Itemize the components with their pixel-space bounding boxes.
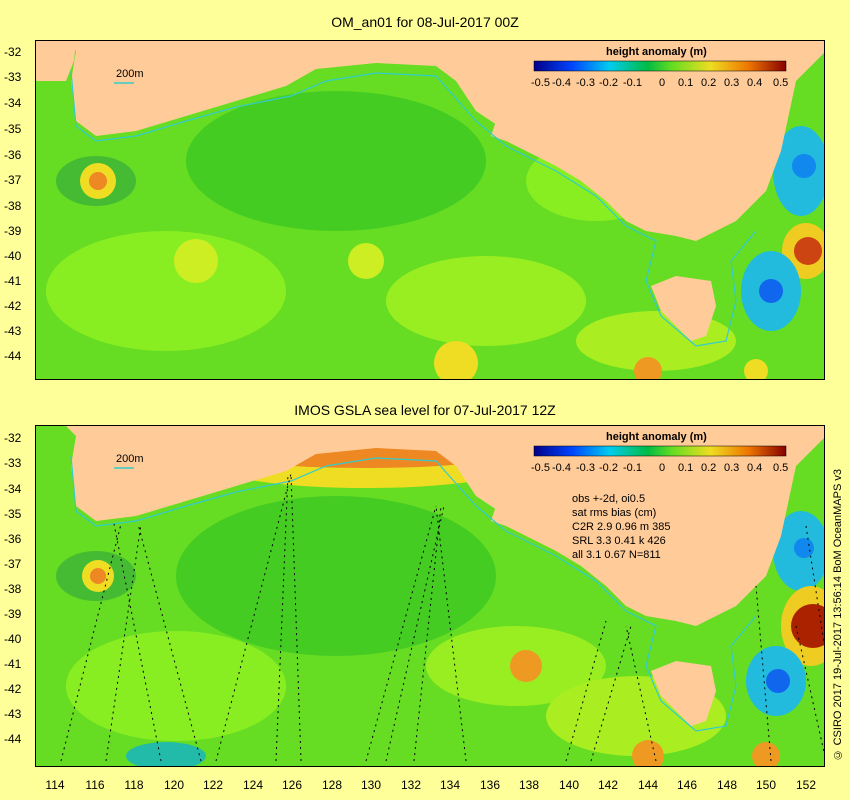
lat-label: -44 <box>4 349 22 363</box>
stats-line: C2R 2.9 0.96 m 385 <box>572 521 670 533</box>
lat-label: -32 <box>4 45 22 59</box>
lon-label: 132 <box>400 778 422 792</box>
lon-label: 134 <box>439 778 461 792</box>
colorbar-tick: -0.5 <box>531 462 550 474</box>
lon-label: 116 <box>85 778 105 792</box>
colorbar-tick: 0.3 <box>724 77 739 89</box>
colorbar: height anomaly (m) -0.5 -0.4 -0.3 <box>531 46 788 89</box>
lat-label: -39 <box>4 224 22 238</box>
anomaly-low-east-1 <box>792 154 816 178</box>
lon-label: 142 <box>597 778 619 792</box>
map1-panel[interactable]: 200m height anomaly (m) -0.5 -0.4 <box>35 40 825 380</box>
colorbar-tick: -0.2 <box>599 77 618 89</box>
lon-label: 140 <box>558 778 580 792</box>
lon-label: 146 <box>676 778 698 792</box>
lat-label: -34 <box>4 96 22 110</box>
lat-label: -44 <box>4 732 22 746</box>
anomaly-field <box>46 91 824 379</box>
lat-label: -32 <box>4 431 22 445</box>
lat-label: -42 <box>4 682 22 696</box>
colorbar-tick: -0.3 <box>576 462 595 474</box>
colorbar-tick: -0.2 <box>599 462 618 474</box>
lat-label: -43 <box>4 707 22 721</box>
stats-line: obs +-2d, oi0.5 <box>572 493 645 505</box>
scale-label: 200m <box>116 68 144 80</box>
isobath-200m <box>70 455 757 732</box>
satellite-tracks <box>60 473 824 762</box>
lon-label: 144 <box>637 778 659 792</box>
lat-label: -33 <box>4 456 22 470</box>
lat-label: -40 <box>4 632 22 646</box>
anomaly-high-east <box>794 237 822 265</box>
colorbar-tick: -0.4 <box>552 462 571 474</box>
lat-label: -41 <box>4 657 22 671</box>
colorbar-title: height anomaly (m) <box>606 431 707 443</box>
lon-label: 152 <box>795 778 817 792</box>
colorbar-tick: 0.2 <box>701 77 716 89</box>
lat-label: -39 <box>4 607 22 621</box>
lon-label: 124 <box>242 778 264 792</box>
lat-label: -41 <box>4 274 22 288</box>
lat-label: -38 <box>4 582 22 596</box>
colorbar: height anomaly (m) -0.5 -0.4 -0.3 -0.2 -… <box>531 431 788 474</box>
colorbar-tick: 0.4 <box>747 462 762 474</box>
lat-label: -36 <box>4 532 22 546</box>
colorbar-tick: 0 <box>659 77 665 89</box>
lat-label: -35 <box>4 507 22 521</box>
lat-label: -35 <box>4 122 22 136</box>
colorbar-tick: 0.5 <box>773 462 788 474</box>
lon-label: 130 <box>360 778 382 792</box>
lat-label: -40 <box>4 249 22 263</box>
stats-line: SRL 3.3 0.41 k 426 <box>572 535 666 547</box>
lon-label: 126 <box>281 778 303 792</box>
land-australia <box>36 41 824 341</box>
statistics-block: obs +-2d, oi0.5 sat rms bias (cm) C2R 2.… <box>572 493 670 561</box>
colorbar-tick: -0.1 <box>623 462 642 474</box>
lat-label: -38 <box>4 199 22 213</box>
lon-label: 138 <box>518 778 540 792</box>
colorbar-tick: 0.1 <box>678 77 693 89</box>
map1-title: OM_an01 for 08-Jul-2017 00Z <box>331 14 519 30</box>
lat-label: -37 <box>4 557 22 571</box>
colorbar-tick: -0.5 <box>531 77 550 89</box>
land-australia <box>36 426 824 726</box>
isobath-200m <box>70 70 757 347</box>
colorbar-tick: 0.3 <box>724 462 739 474</box>
colorbar-tick: 0.5 <box>773 77 788 89</box>
map2-title: IMOS GSLA sea level for 07-Jul-2017 12Z <box>294 402 556 418</box>
lat-label: -34 <box>4 482 22 496</box>
lon-label: 120 <box>163 778 185 792</box>
colorbar-tick: -0.3 <box>576 77 595 89</box>
lat-label: -37 <box>4 173 22 187</box>
scale-label: 200m <box>116 453 144 465</box>
lat-label: -33 <box>4 70 22 84</box>
stats-line: all 3.1 0.67 N=811 <box>572 549 661 561</box>
lon-label: 136 <box>479 778 501 792</box>
lat-label: -36 <box>4 148 22 162</box>
lat-label: -43 <box>4 324 22 338</box>
lon-label: 150 <box>755 778 777 792</box>
lon-label: 128 <box>321 778 343 792</box>
map2-canvas: 200m height anomaly (m) -0.5 -0.4 -0.3 -… <box>36 426 824 766</box>
map1-canvas: 200m height anomaly (m) -0.5 -0.4 <box>36 41 824 379</box>
lon-label: 114 <box>45 778 65 792</box>
lon-label: 118 <box>124 778 144 792</box>
credit-text: © CSIRO 2017 19-Jul-2017 13:56:14 BoM Oc… <box>832 468 844 760</box>
anomaly-high-east <box>791 604 824 648</box>
colorbar-tick: 0.1 <box>678 462 693 474</box>
colorbar-tick: 0 <box>659 462 665 474</box>
colorbar-tick: -0.4 <box>552 77 571 89</box>
colorbar-tick: 0.2 <box>701 462 716 474</box>
map2-panel[interactable]: 200m height anomaly (m) -0.5 -0.4 -0.3 -… <box>35 425 825 767</box>
lon-label: 148 <box>716 778 738 792</box>
land-tasmania <box>651 276 716 341</box>
colorbar-title: height anomaly (m) <box>606 46 707 58</box>
land-tasmania <box>651 661 716 726</box>
lat-label: -42 <box>4 299 22 313</box>
colorbar-tick: 0.4 <box>747 77 762 89</box>
anomaly-low-east-2 <box>759 279 783 303</box>
stats-line: sat rms bias (cm) <box>572 507 656 519</box>
colorbar-tick: -0.1 <box>623 77 642 89</box>
lon-label: 122 <box>202 778 224 792</box>
